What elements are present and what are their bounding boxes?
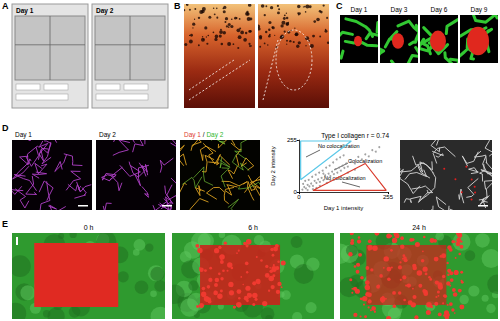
svg-text:Day 1: Day 1 bbox=[16, 7, 34, 15]
svg-text:24 h: 24 h bbox=[412, 224, 426, 231]
svg-text:Day 1: Day 1 bbox=[351, 6, 368, 14]
svg-text:E: E bbox=[2, 219, 8, 229]
svg-text:Day 2: Day 2 bbox=[96, 7, 114, 15]
svg-text:No colocalization: No colocalization bbox=[318, 143, 360, 149]
svg-text:255: 255 bbox=[383, 194, 394, 200]
svg-text:Type I collagen r = 0.74: Type I collagen r = 0.74 bbox=[321, 132, 389, 140]
svg-text:Day 2: Day 2 bbox=[99, 131, 116, 139]
svg-text:0 h: 0 h bbox=[84, 224, 94, 231]
svg-text:B: B bbox=[174, 1, 181, 11]
svg-text:Day 3: Day 3 bbox=[391, 6, 408, 14]
svg-text:0: 0 bbox=[297, 194, 301, 200]
svg-text:C: C bbox=[336, 1, 343, 11]
svg-text:Colocalization: Colocalization bbox=[348, 158, 383, 164]
svg-text:D: D bbox=[2, 123, 9, 133]
svg-text:0: 0 bbox=[293, 189, 297, 196]
svg-text:No colocalization: No colocalization bbox=[324, 175, 366, 181]
svg-text:Day 9: Day 9 bbox=[471, 6, 488, 14]
svg-text:A: A bbox=[2, 1, 9, 11]
svg-text:Day 1 / Day 2: Day 1 / Day 2 bbox=[184, 131, 224, 139]
svg-text:255: 255 bbox=[287, 137, 298, 143]
svg-text:Day 2 intensity: Day 2 intensity bbox=[270, 146, 276, 185]
svg-text:6 h: 6 h bbox=[248, 224, 258, 231]
svg-text:Day 1: Day 1 bbox=[15, 131, 32, 139]
svg-text:Day 6: Day 6 bbox=[431, 6, 448, 14]
svg-text:Day 1 intensity: Day 1 intensity bbox=[324, 205, 363, 211]
